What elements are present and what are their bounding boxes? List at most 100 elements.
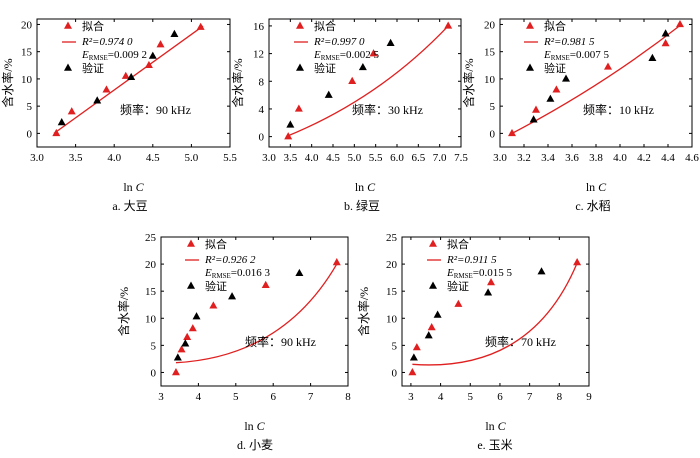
legend-rmse-value: =0.009 2 [108, 49, 147, 61]
fit-point [427, 323, 436, 331]
fit-point [487, 278, 496, 286]
y-tick-label: 4 [259, 104, 265, 116]
y-tick-label: 0 [259, 132, 265, 144]
plot-frame [160, 236, 349, 387]
fit-point [67, 107, 76, 115]
fit-point [188, 324, 197, 332]
legend-fit-marker [296, 21, 304, 29]
y-axis-label: 含水率/% [461, 58, 476, 107]
x-axis-label: ln C [123, 180, 144, 194]
legend-rmse-symbol: E [446, 267, 454, 279]
y-tick-label: 10 [484, 74, 496, 86]
legend-r2: R²=0.911 5 [446, 254, 497, 266]
fit-point [177, 345, 186, 353]
y-tick-label: 25 [386, 232, 398, 244]
fit-point [171, 367, 180, 376]
panel-caption: a. 大豆 [112, 199, 147, 213]
legend-rmse-value: =0.007 5 [570, 49, 610, 61]
x-tick-label: 4.0 [107, 152, 121, 164]
legend-rmse-sub: RMSE [321, 54, 340, 62]
y-tick-label: 0 [392, 367, 398, 379]
validation-point [529, 115, 538, 123]
x-axis-label: ln C [485, 419, 506, 433]
fit-point [156, 40, 165, 48]
fit-point [369, 49, 378, 57]
y-tick-label: 0 [490, 128, 496, 140]
validation-point [358, 62, 367, 71]
panel-caption: d. 小麦 [237, 438, 273, 452]
x-tick-label: 3.0 [30, 152, 44, 164]
x-tick-label: 8 [557, 391, 563, 403]
legend-validation-marker [526, 63, 534, 71]
x-tick-label: 3.0 [493, 152, 507, 164]
fit-point [144, 60, 153, 69]
legend-rmse-symbol: E [204, 267, 212, 279]
legend-rmse-sub: RMSE [551, 54, 570, 62]
x-tick-label: 4.0 [305, 152, 319, 164]
x-tick-label: 5 [468, 391, 474, 403]
validation-point [286, 120, 295, 128]
legend-fit-marker [526, 21, 534, 29]
x-tick-label: 9 [586, 391, 592, 403]
x-tick-label: 4.5 [326, 152, 340, 164]
legend-rmse: ERMSE=0.016 3 [204, 267, 271, 280]
chart-panel-c: 3.0 3.2 3.4 3.6 3.8 4.0 4.2 4.4 4.6 0 5 10 15 20 ln C 含… [461, 18, 699, 213]
y-tick-label: 0 [27, 128, 33, 140]
fit-curve [285, 25, 449, 138]
x-tick-label: 6.0 [390, 152, 404, 164]
validation-point [648, 53, 657, 61]
x-axis-label-prefix: ln [355, 180, 367, 194]
x-tick-label: 4 [438, 391, 444, 403]
x-tick-label: 3.8 [589, 152, 603, 164]
fit-point [52, 128, 61, 137]
y-tick-label: 5 [490, 101, 496, 113]
fit-point [412, 343, 421, 351]
x-tick-label: 5.5 [369, 152, 383, 164]
x-axis-label-prefix: ln [123, 180, 135, 194]
x-tick-label: 5.0 [347, 152, 361, 164]
validation-point [661, 29, 670, 37]
panel-caption: c. 水稻 [575, 199, 610, 213]
x-tick-label: 4.5 [146, 152, 160, 164]
x-tick-label: 4.6 [685, 152, 699, 164]
fit-point [454, 299, 463, 307]
legend-rmse-sub: RMSE [454, 272, 473, 280]
y-tick-label: 15 [484, 47, 496, 59]
x-axis-label: ln C [586, 180, 607, 194]
validation-point [295, 268, 304, 277]
legend-r2: R²=0.997 0 [313, 36, 365, 48]
y-tick-label: 12 [253, 49, 264, 61]
validation-point [433, 310, 442, 318]
x-axis-label-var: C [136, 180, 145, 194]
validation-point [170, 29, 179, 37]
x-tick-label: 4.2 [637, 152, 651, 164]
legend-rmse: ERMSE=0.002 5 [313, 49, 380, 62]
fit-point [676, 19, 684, 28]
y-tick-label: 5 [392, 340, 398, 352]
y-tick-label: 20 [386, 259, 398, 271]
x-tick-label: 7 [308, 391, 314, 403]
x-tick-label: 3.2 [517, 152, 531, 164]
x-tick-label: 7 [527, 391, 533, 403]
validation-point [386, 38, 395, 46]
y-axis-label: 含水率/% [230, 58, 245, 107]
legend-rmse-value: =0.016 3 [231, 267, 271, 279]
x-tick-label: 3.5 [69, 152, 83, 164]
fit-curve [412, 262, 578, 366]
x-tick-label: 5.5 [223, 152, 237, 164]
x-tick-label: 7.5 [454, 152, 468, 164]
y-tick-label: 15 [145, 286, 157, 298]
x-axis-label-prefix: ln [485, 419, 497, 433]
legend-rmse: ERMSE=0.015 5 [446, 267, 513, 280]
validation-point [127, 72, 136, 81]
chart-panel-d: 3 4 5 6 7 8 0 5 10 15 20 25 ln C 含水率/% 拟合 R²=0.926 2ERM… [116, 232, 351, 452]
frequency-annotation: 频率：70 kHz [485, 334, 556, 349]
y-tick-label: 25 [145, 232, 157, 244]
x-tick-label: 5 [233, 391, 239, 403]
fit-point [102, 85, 111, 93]
validation-point [409, 353, 418, 361]
x-axis-label-prefix: ln [244, 419, 256, 433]
legend-validation-marker [296, 63, 304, 71]
